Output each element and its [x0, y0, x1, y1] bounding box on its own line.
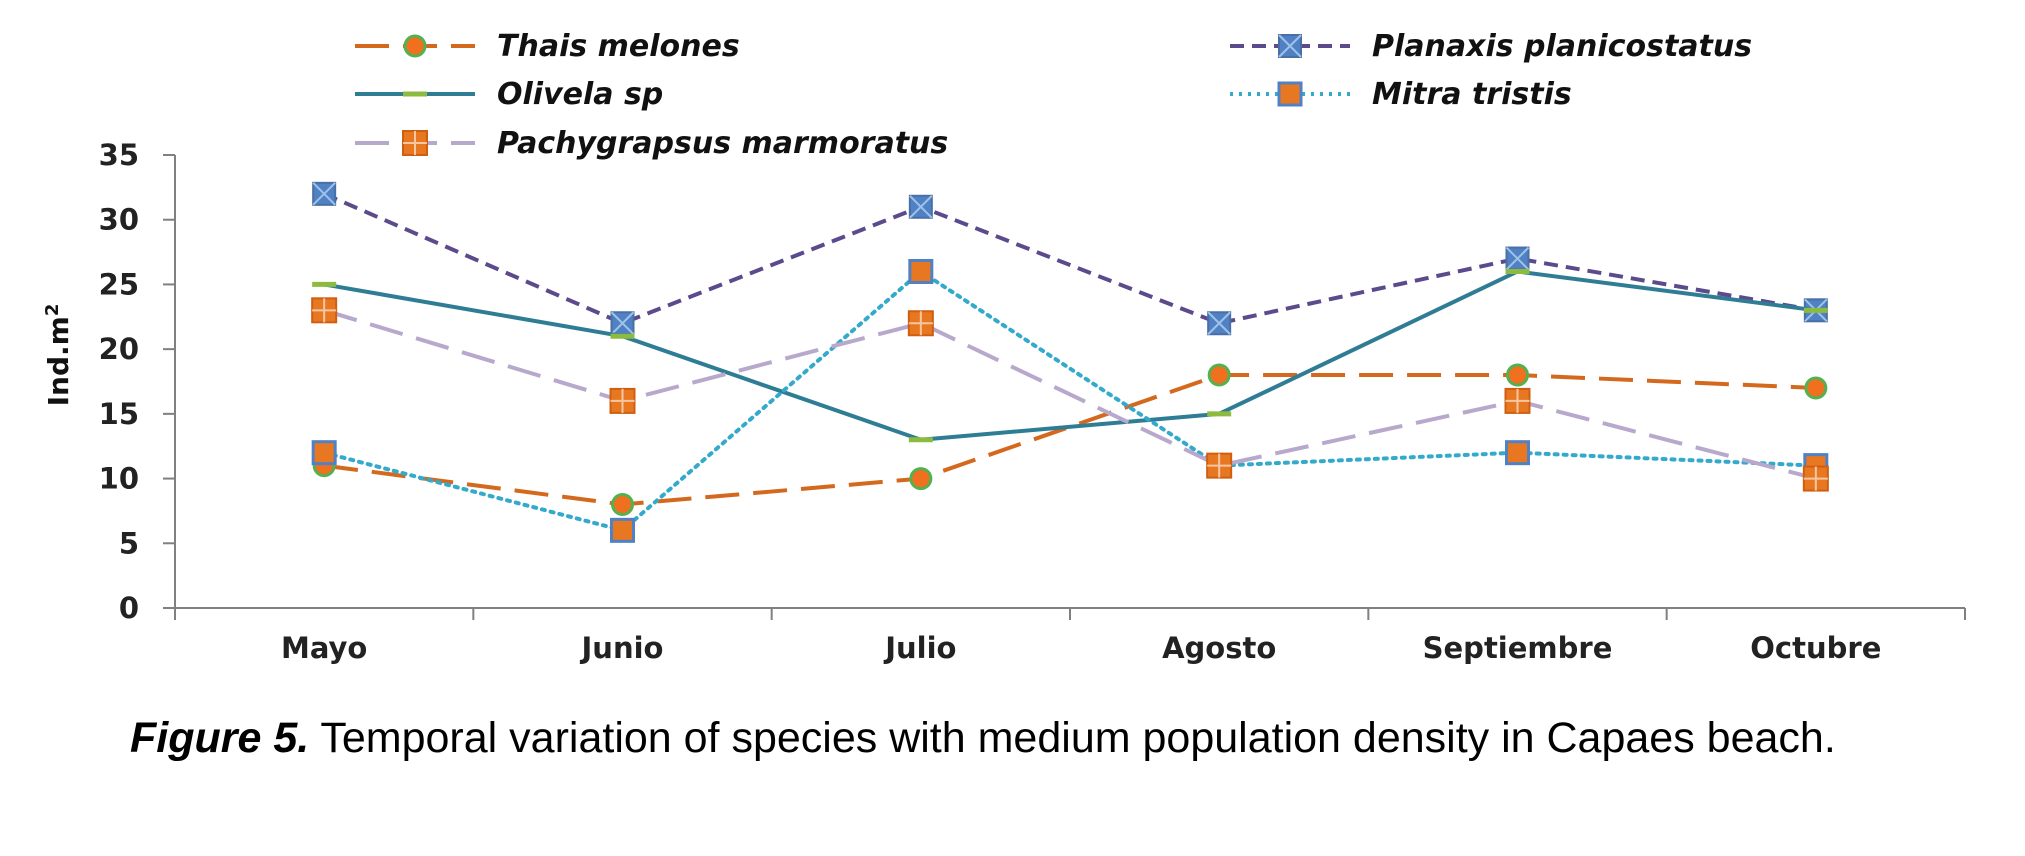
legend-label: Olivela sp	[497, 77, 663, 112]
legend-label: Pachygrapsus marmoratus	[497, 126, 948, 161]
marker-plus	[1803, 466, 1828, 491]
marker-cross	[1278, 34, 1302, 58]
figure-caption: Figure 5. Temporal variation of species …	[130, 714, 2010, 763]
marker-cross	[610, 311, 635, 335]
data-point	[1504, 387, 1531, 414]
legend-item: Planaxis planicostatus	[1230, 29, 1752, 64]
marker-plus	[312, 298, 337, 323]
data-point	[908, 194, 933, 219]
data-point	[1802, 465, 1829, 492]
marker-plus	[1505, 388, 1530, 413]
data-point	[610, 311, 635, 336]
x-tick-label: Julio	[883, 631, 956, 665]
marker-plus	[403, 131, 427, 155]
data-point	[1804, 376, 1828, 400]
legend-label: Mitra tristis	[1372, 77, 1572, 112]
figure-caption-text: Temporal variation of species with mediu…	[309, 714, 1836, 762]
x-tick-label: Mayo	[281, 631, 367, 665]
marker-plus	[1207, 453, 1232, 478]
legend-marker	[1277, 81, 1303, 107]
marker-cross	[312, 182, 336, 206]
data-point	[1206, 452, 1233, 479]
legend-label: Thais melones	[497, 29, 740, 64]
y-tick-label: 15	[99, 397, 139, 431]
y-tick-label: 5	[119, 526, 139, 560]
marker-square	[1505, 440, 1530, 466]
series-line	[323, 308, 1817, 481]
y-tick-label: 35	[99, 138, 139, 172]
x-tick-label: Septiembre	[1423, 631, 1613, 665]
data-point	[907, 310, 934, 337]
legend-item: Olivela sp	[355, 77, 663, 112]
y-tick-label: 30	[99, 203, 139, 237]
marker-circle	[1506, 363, 1529, 387]
marker-circle	[909, 467, 933, 491]
y-tick-label: 20	[99, 332, 139, 366]
y-axis-label-text: Ind.m2	[42, 304, 75, 407]
series-line	[323, 269, 1817, 442]
legend-label: Planaxis planicostatus	[1372, 29, 1752, 64]
legend-item: Thais melones	[355, 29, 740, 64]
x-tick-label: Agosto	[1162, 631, 1276, 665]
y-tick-label: 10	[99, 462, 139, 496]
marker-circle	[611, 492, 634, 516]
data-point	[312, 181, 337, 206]
y-tick-label: 0	[119, 591, 139, 625]
legend-marker	[402, 130, 428, 156]
marker-cross	[1207, 311, 1231, 335]
legend-item: Pachygrapsus marmoratus	[355, 126, 948, 161]
marker-plus	[610, 388, 635, 413]
series-group	[311, 258, 1829, 543]
marker-circle	[1207, 363, 1231, 387]
data-point	[609, 387, 636, 414]
marker-plus	[908, 311, 933, 336]
marker-square	[610, 517, 635, 543]
marker-square	[1277, 81, 1303, 107]
legend-marker	[403, 34, 427, 58]
data-point	[611, 492, 634, 516]
data-point	[1505, 440, 1530, 466]
series-group	[312, 181, 1828, 336]
series-line	[323, 191, 1817, 326]
marker-cross	[1505, 246, 1530, 271]
series-group	[312, 268, 1828, 443]
chart-axes: 0 5 10 15 20 25 30 35 Mayo Junio Julio Agosto Septie…	[99, 138, 1966, 665]
legend-item: Mitra tristis	[1230, 77, 1572, 112]
chart-legend: Thais melones Planaxis planicostatus Olive…	[355, 29, 1752, 161]
series-group	[312, 363, 1828, 516]
figure-label: Figure 5.	[130, 714, 310, 762]
series-group	[311, 297, 1829, 492]
marker-square	[311, 440, 337, 466]
marker-square	[908, 258, 934, 284]
y-tick-label: 25	[99, 267, 139, 301]
data-point	[311, 440, 337, 466]
marker-cross	[909, 195, 933, 219]
data-point	[1506, 363, 1529, 387]
legend-marker	[1278, 34, 1302, 58]
x-tick-label: Junio	[580, 631, 664, 665]
series-line	[323, 373, 1816, 507]
x-tick-label: Octubre	[1750, 631, 1881, 665]
data-point	[909, 467, 933, 491]
y-axis-label: Ind.m2	[42, 304, 75, 407]
marker-circle	[1804, 376, 1828, 400]
chart-series	[311, 181, 1829, 543]
data-point	[1207, 363, 1231, 387]
data-point	[311, 297, 338, 324]
data-point	[1505, 246, 1530, 271]
data-point	[610, 517, 635, 543]
series-line	[322, 269, 1818, 533]
data-point	[1207, 311, 1232, 336]
marker-circle	[403, 34, 427, 58]
data-point	[908, 258, 934, 284]
